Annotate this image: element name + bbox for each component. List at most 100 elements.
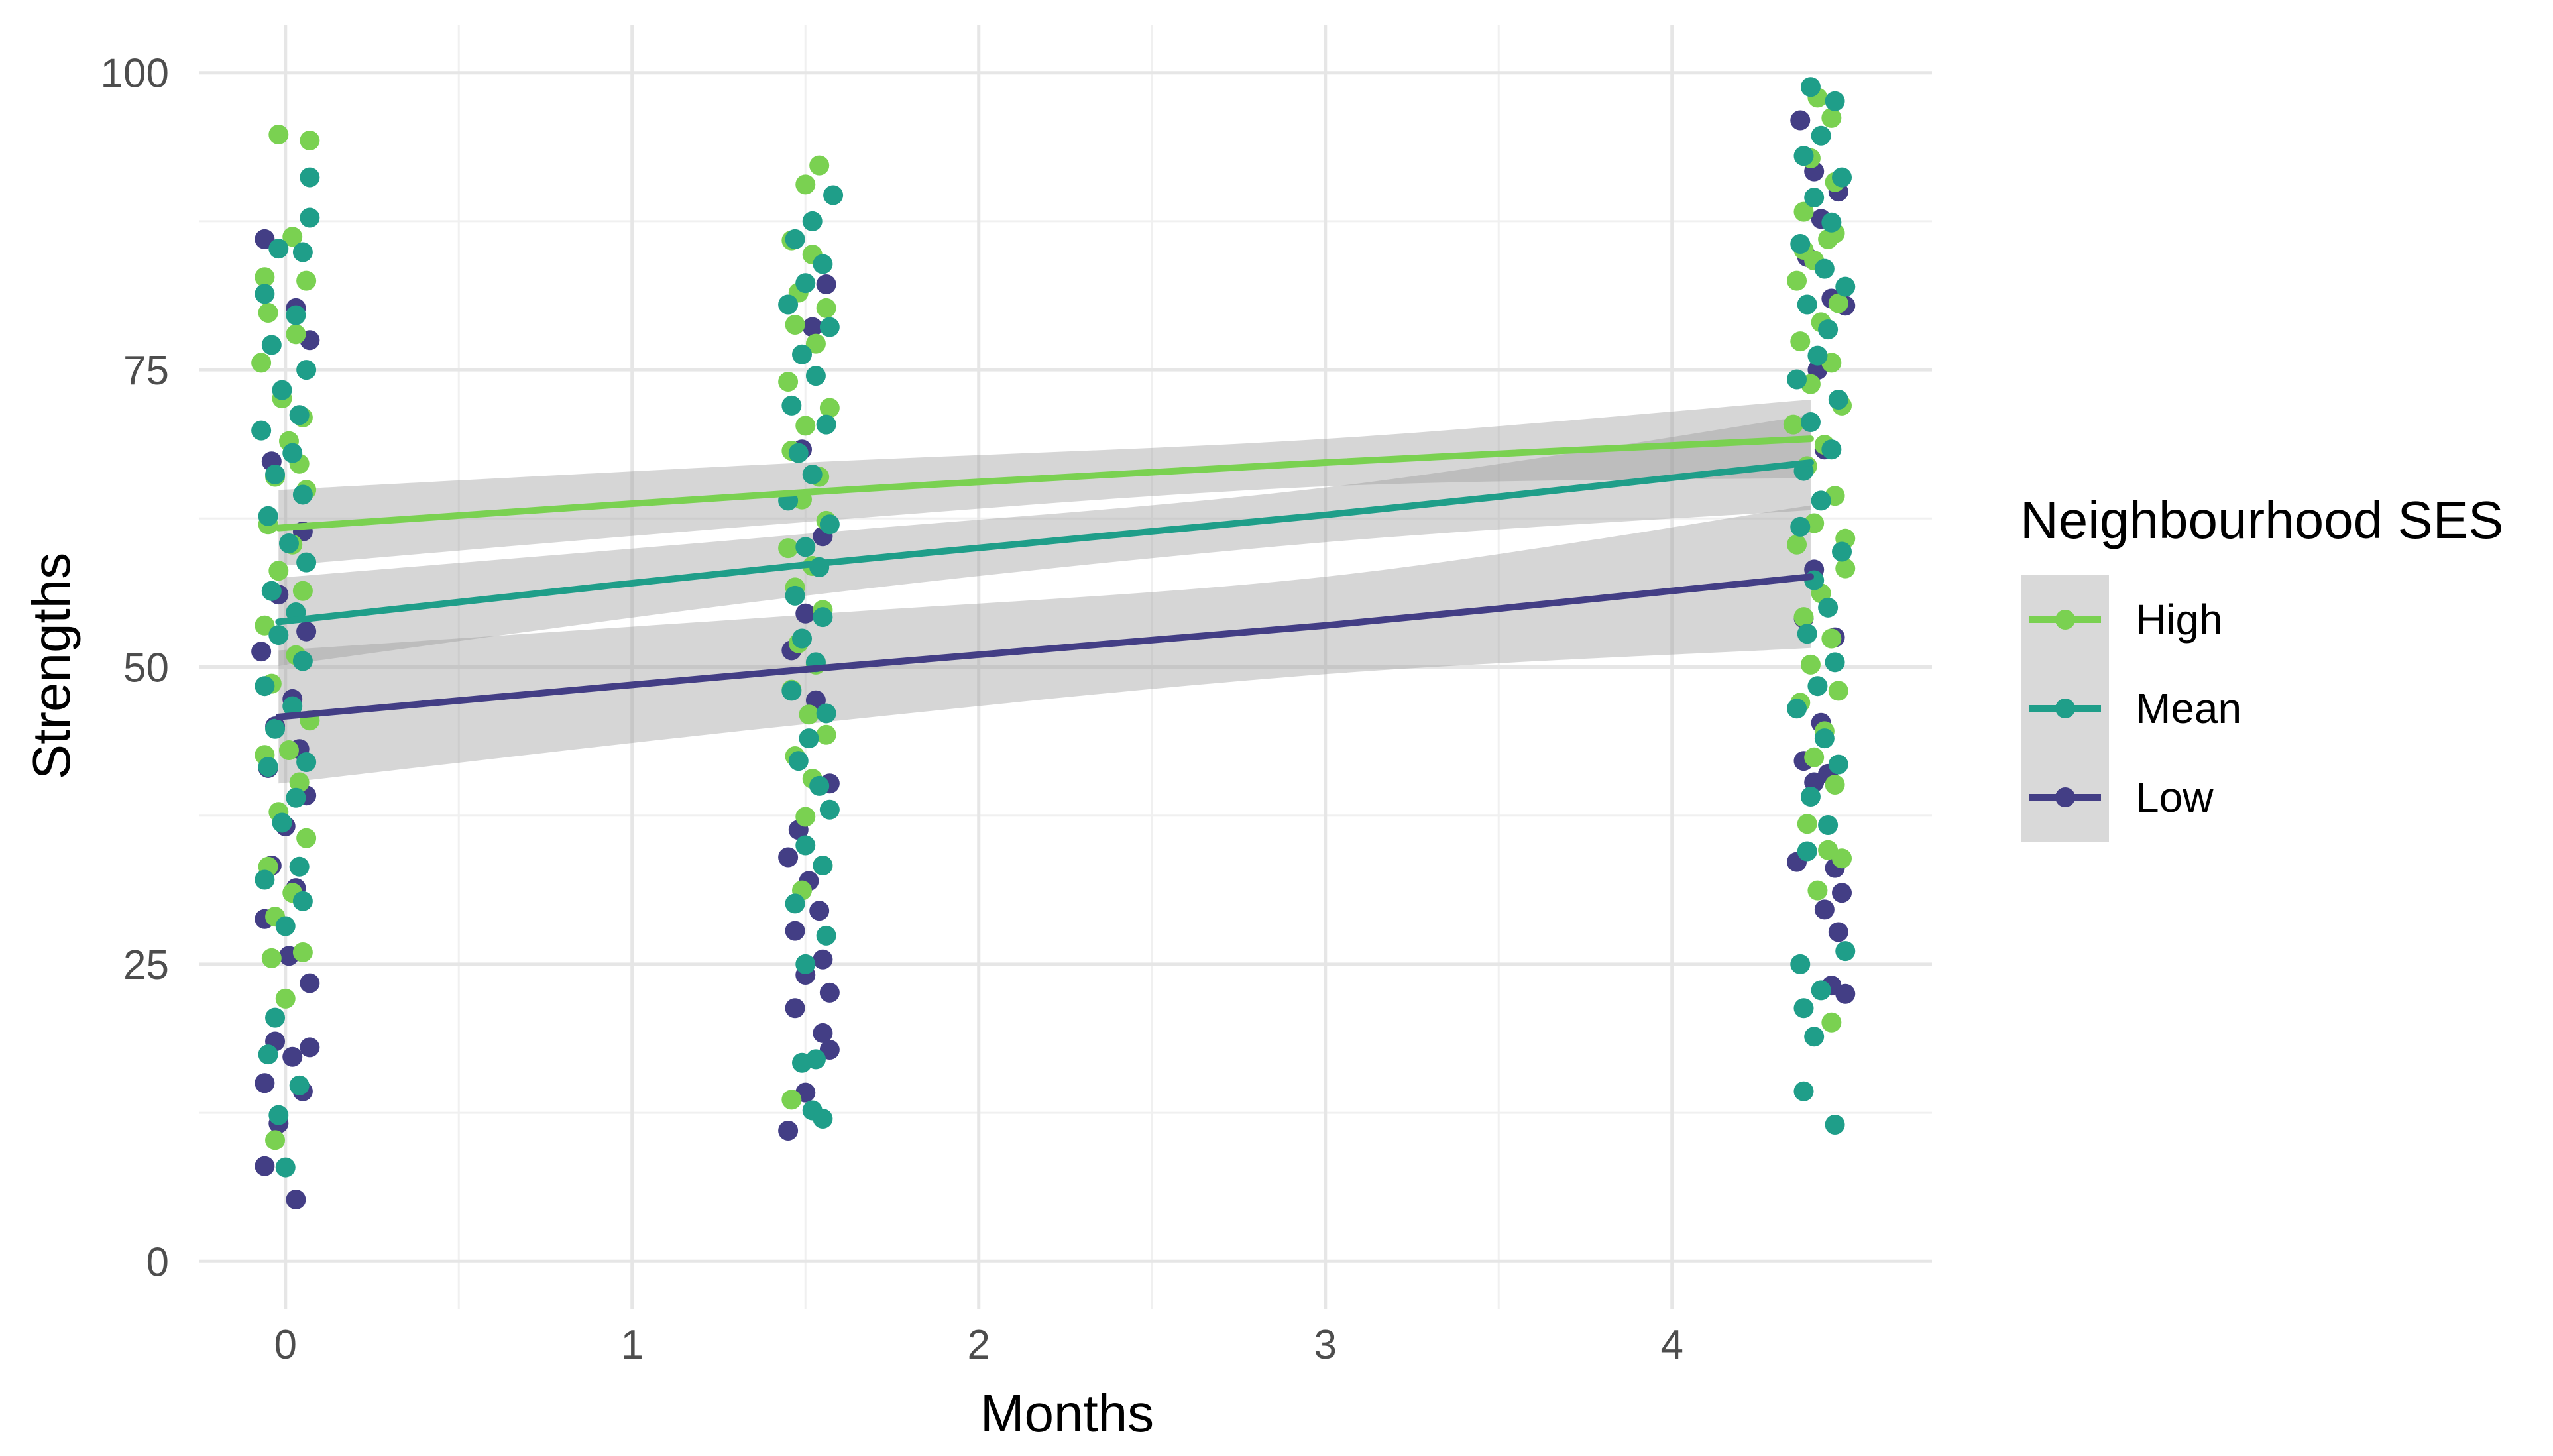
data-point-mean xyxy=(296,360,317,380)
data-point-mean xyxy=(255,869,275,890)
data-point-low xyxy=(778,847,799,868)
data-point-low xyxy=(813,949,833,970)
data-point-mean xyxy=(1793,146,1814,166)
data-point-mean xyxy=(255,676,275,697)
data-point-high xyxy=(1821,107,1842,128)
data-point-mean xyxy=(785,893,805,914)
data-point-mean xyxy=(258,757,278,777)
data-point-mean xyxy=(813,607,833,628)
data-point-mean xyxy=(1790,234,1811,254)
data-point-mean xyxy=(792,344,813,364)
data-point-mean xyxy=(1828,389,1848,410)
data-point-high xyxy=(778,372,799,392)
data-point-mean xyxy=(1804,1027,1825,1047)
data-point-high xyxy=(1797,814,1817,834)
data-point-mean xyxy=(1828,754,1848,775)
data-point-mean xyxy=(1818,319,1839,340)
data-point-mean xyxy=(1793,1081,1814,1101)
x-tick-label: 0 xyxy=(274,1322,297,1368)
data-point-low xyxy=(809,901,830,921)
confidence-band-high xyxy=(278,399,1811,567)
y-tick-label: 0 xyxy=(146,1239,169,1285)
data-point-mean xyxy=(813,1109,833,1129)
legend-label: Mean xyxy=(2135,685,2241,732)
legend-label: Low xyxy=(2135,773,2214,821)
data-point-mean xyxy=(1821,439,1842,460)
x-tick-label: 2 xyxy=(968,1322,990,1368)
data-point-mean xyxy=(809,775,830,796)
y-axis-ticks: 0 25 50 75 100 xyxy=(101,51,169,1286)
data-point-high xyxy=(265,1130,286,1150)
data-point-mean xyxy=(292,242,313,262)
data-point-low xyxy=(813,1023,833,1043)
data-point-high xyxy=(296,270,317,291)
legend-point xyxy=(2055,699,2075,718)
data-point-low xyxy=(1828,922,1848,942)
data-point-high xyxy=(778,538,799,559)
data-point-low xyxy=(802,317,823,337)
data-point-low xyxy=(819,982,840,1003)
data-point-high xyxy=(1787,270,1807,291)
data-point-mean xyxy=(819,514,840,535)
data-point-high xyxy=(1807,880,1828,901)
data-point-high xyxy=(292,942,313,962)
data-point-mean xyxy=(268,239,289,259)
data-point-mean xyxy=(823,185,844,205)
data-point-mean xyxy=(819,799,840,820)
data-point-mean xyxy=(1825,652,1845,673)
data-point-mean xyxy=(816,414,836,435)
data-point-high xyxy=(1787,534,1807,555)
data-point-high xyxy=(809,155,830,176)
data-point-high xyxy=(261,948,282,968)
data-point-mean xyxy=(289,405,310,425)
data-point-high xyxy=(805,333,826,354)
data-point-high xyxy=(268,125,289,145)
data-point-low xyxy=(282,1046,303,1067)
data-point-high xyxy=(819,398,840,418)
legend-item-high: High xyxy=(2029,596,2223,644)
data-point-high xyxy=(799,704,819,725)
data-point-mean xyxy=(795,537,816,557)
x-axis-ticks: 0 1 2 3 4 xyxy=(274,1322,1683,1368)
data-point-mean xyxy=(805,366,826,386)
data-point-high xyxy=(292,581,313,601)
data-point-low xyxy=(296,621,317,642)
confidence-band-low xyxy=(278,505,1811,784)
data-point-high xyxy=(282,227,303,247)
data-point-high xyxy=(268,561,289,581)
legend-item-mean: Mean xyxy=(2029,685,2241,732)
data-point-high xyxy=(275,988,296,1009)
legend-item-low: Low xyxy=(2029,773,2214,821)
x-tick-label: 4 xyxy=(1661,1322,1683,1368)
data-point-mean xyxy=(813,254,833,274)
data-point-mean xyxy=(816,925,836,946)
data-point-mean xyxy=(785,229,805,249)
smooth-lines xyxy=(275,435,1814,720)
data-point-high xyxy=(1793,201,1814,222)
data-point-high xyxy=(251,353,272,373)
data-point-high xyxy=(1832,848,1852,869)
data-point-mean xyxy=(1800,77,1821,97)
data-point-mean xyxy=(1787,699,1807,719)
data-point-mean xyxy=(1825,91,1845,111)
data-point-mean xyxy=(265,718,286,739)
data-point-mean xyxy=(785,585,805,606)
data-point-high xyxy=(255,615,275,636)
data-point-mean xyxy=(1800,412,1821,433)
data-point-mean xyxy=(1797,294,1817,315)
data-point-mean xyxy=(819,317,840,337)
data-point-mean xyxy=(265,1007,286,1028)
data-point-mean xyxy=(1793,998,1814,1019)
data-point-mean xyxy=(816,703,836,724)
smooth-line-low xyxy=(275,573,1814,720)
y-axis-title: Strengths xyxy=(22,553,81,779)
data-point-low xyxy=(1832,883,1852,903)
data-point-mean xyxy=(792,1052,813,1073)
data-point-mean xyxy=(788,443,809,463)
data-point-low xyxy=(795,603,816,624)
data-point-high xyxy=(1800,654,1821,675)
data-point-high xyxy=(1790,331,1811,352)
data-point-high xyxy=(300,130,320,150)
data-point-mean xyxy=(300,167,320,188)
data-point-mean xyxy=(292,484,313,505)
